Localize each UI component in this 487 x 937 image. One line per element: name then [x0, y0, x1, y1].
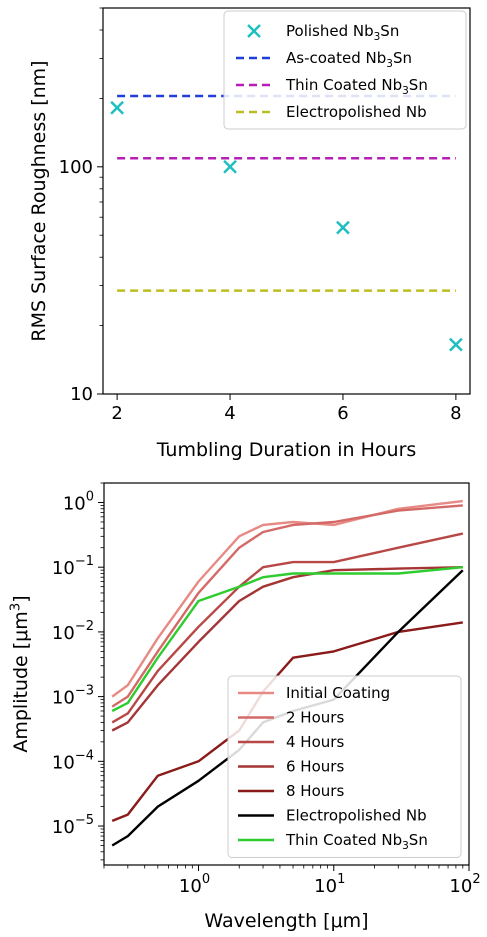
label-main: Electropolished Nb — [286, 103, 427, 121]
y-axis-label: RMS Surface Roughness [nm] — [28, 60, 50, 341]
legend-label: 6 Hours — [286, 758, 344, 776]
y-tick-label: 10−5 — [52, 813, 94, 838]
scatter-stroke — [336, 220, 350, 235]
x-axis-label: Wavelength [μm] — [204, 910, 368, 932]
legend-label: Thin Coated Nb3Sn — [285, 76, 428, 97]
series-line-6-hours — [111, 566, 463, 732]
x-tick-label: 101 — [314, 872, 345, 897]
x-axis-label: Tumbling Duration in Hours — [156, 439, 417, 461]
series-line-4-hours — [111, 532, 464, 724]
scatter-stroke — [449, 337, 463, 352]
tick-base: 10 — [52, 688, 75, 709]
tick-base: 10 — [179, 876, 202, 897]
label-main: Initial Coating — [286, 684, 390, 702]
label-tail: ] — [10, 595, 32, 602]
scatter-point — [336, 220, 350, 235]
y-tick-label: 10−2 — [52, 619, 94, 644]
label-main: 4 Hours — [286, 733, 344, 751]
tick-exp: −2 — [75, 619, 94, 634]
label-tail: Sn — [409, 76, 428, 94]
tick-exp: 0 — [86, 489, 94, 504]
scatter-stroke — [223, 159, 237, 174]
label-sub: 3 — [402, 840, 409, 852]
tick-exp: −3 — [75, 684, 94, 699]
plot-frame — [103, 482, 470, 866]
scatter-point — [223, 159, 237, 174]
legend-marker — [247, 24, 261, 38]
amplitude-chart: 100 101 10210−510−410−310−210−1100Waveleng… — [8, 482, 481, 932]
series-line-thin-coated-nb — [111, 566, 463, 713]
label-main: As-coated Nb — [286, 49, 386, 67]
label-main: Polished Nb — [286, 22, 374, 40]
label-tail: Sn — [409, 831, 428, 849]
tick-exp: 0 — [202, 872, 210, 887]
tick-base: 10 — [314, 876, 337, 897]
x-tick-label: 6 — [337, 403, 348, 424]
x-tick-label: 2 — [111, 403, 122, 424]
label-main: 6 Hours — [286, 758, 344, 776]
tick-base: 10 — [52, 558, 75, 579]
tick-base: 10 — [52, 817, 75, 838]
y-axis-label: Amplitude [μm3] — [8, 595, 32, 752]
scatter-point — [449, 337, 463, 352]
y-tick-label: 100 — [59, 157, 93, 178]
legend-label: Electropolished Nb — [286, 103, 427, 121]
tick-base: 10 — [63, 493, 86, 514]
series-line-2-hours — [111, 504, 463, 708]
label-sub: 3 — [374, 31, 381, 43]
tick-exp: −5 — [75, 813, 94, 828]
legend-label: Initial Coating — [286, 684, 390, 702]
tick-base: 10 — [52, 623, 75, 644]
legend-label: 4 Hours — [286, 733, 344, 751]
tick-exp: −4 — [75, 748, 94, 763]
label-tail: Sn — [380, 22, 399, 40]
label-main: Amplitude [μm — [10, 611, 32, 752]
legend-box — [223, 10, 467, 130]
label-sub: 3 — [402, 85, 409, 97]
series-line-initial-coating — [111, 499, 463, 698]
scatter-point — [110, 100, 124, 115]
tick-base: 10 — [52, 752, 75, 773]
y-tick-label: 10−3 — [52, 684, 94, 709]
tick-exp: 2 — [472, 872, 480, 887]
x-tick-label: 4 — [224, 403, 235, 424]
y-tick-label: 10−1 — [52, 554, 94, 579]
label-sub: 3 — [386, 58, 393, 70]
x-tick-label: 100 — [179, 872, 210, 897]
label-tail: Sn — [393, 49, 412, 67]
legend-label: Polished Nb3Sn — [286, 22, 399, 43]
legend-label: Thin Coated Nb3Sn — [285, 831, 428, 852]
legend-label: 8 Hours — [286, 782, 344, 800]
tick-exp: −1 — [75, 554, 94, 569]
label-main: 8 Hours — [286, 782, 344, 800]
y-tick-label: 10−4 — [52, 748, 94, 773]
y-tick-label: 10 — [70, 384, 93, 405]
legend-label: 2 Hours — [286, 709, 344, 727]
scatter-stroke — [110, 100, 124, 115]
x-tick-label: 102 — [449, 872, 480, 897]
label-main: Thin Coated Nb — [285, 831, 402, 849]
y-tick-label: 100 — [63, 489, 94, 514]
label-main: 2 Hours — [286, 709, 344, 727]
plot-frame — [102, 7, 471, 395]
x-tick-label: 8 — [450, 403, 461, 424]
roughness-chart: 2 4 6 8 10 100 Tumbling Duration in Hours RMS S… — [28, 7, 471, 461]
label-sup: 3 — [8, 603, 23, 611]
legend-label: As-coated Nb3Sn — [286, 49, 412, 70]
legend-box — [227, 675, 462, 858]
label-main: Thin Coated Nb — [285, 76, 402, 94]
tick-base: 10 — [449, 876, 472, 897]
label-main: Electropolished Nb — [286, 807, 427, 825]
tick-exp: 1 — [337, 872, 345, 887]
legend-label: Electropolished Nb — [286, 807, 427, 825]
